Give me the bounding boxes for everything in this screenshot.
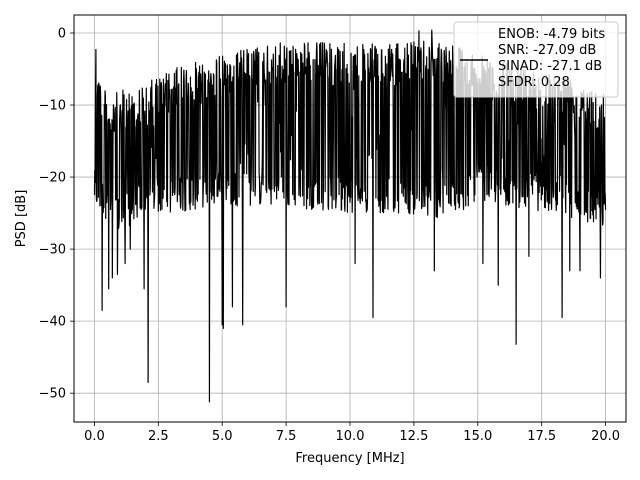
y-tick-label: −10 xyxy=(39,99,66,114)
x-axis-label: Frequency [MHz] xyxy=(295,451,404,466)
y-tick-label: −30 xyxy=(39,243,66,258)
y-ticks: 0 −10 −20 −30 −40 −50 xyxy=(39,27,74,402)
x-tick-label: 0.0 xyxy=(84,429,105,444)
x-ticks: 0.0 2.5 5.0 7.5 10.0 12.5 15.0 17.5 20.0 xyxy=(84,422,620,444)
legend-entry-snr: SNR: -27.09 dB xyxy=(498,43,596,58)
psd-line xyxy=(93,29,607,403)
y-tick-label: −40 xyxy=(39,315,66,330)
x-tick-label: 17.5 xyxy=(527,429,556,444)
legend-entry-sfdr: SFDR: 0.28 xyxy=(498,75,570,90)
psd-series xyxy=(93,29,607,403)
y-tick-label: −50 xyxy=(39,387,66,402)
x-tick-label: 7.5 xyxy=(276,429,297,444)
x-tick-label: 15.0 xyxy=(463,429,492,444)
x-tick-label: 2.5 xyxy=(148,429,169,444)
y-axis-label: PSD [dB] xyxy=(14,190,29,248)
legend-entry-sinad: SINAD: -27.1 dB xyxy=(498,59,602,74)
x-tick-label: 12.5 xyxy=(399,429,428,444)
x-tick-label: 5.0 xyxy=(212,429,233,444)
legend-box xyxy=(453,21,619,98)
x-tick-label: 20.0 xyxy=(591,429,620,444)
y-tick-label: 0 xyxy=(58,27,66,42)
x-tick-label: 10.0 xyxy=(336,429,365,444)
legend-entry-enob: ENOB: -4.79 bits xyxy=(498,27,605,42)
y-tick-label: −20 xyxy=(39,171,66,186)
legend: ENOB: -4.79 bits SNR: -27.09 dB SINAD: -… xyxy=(453,21,619,98)
